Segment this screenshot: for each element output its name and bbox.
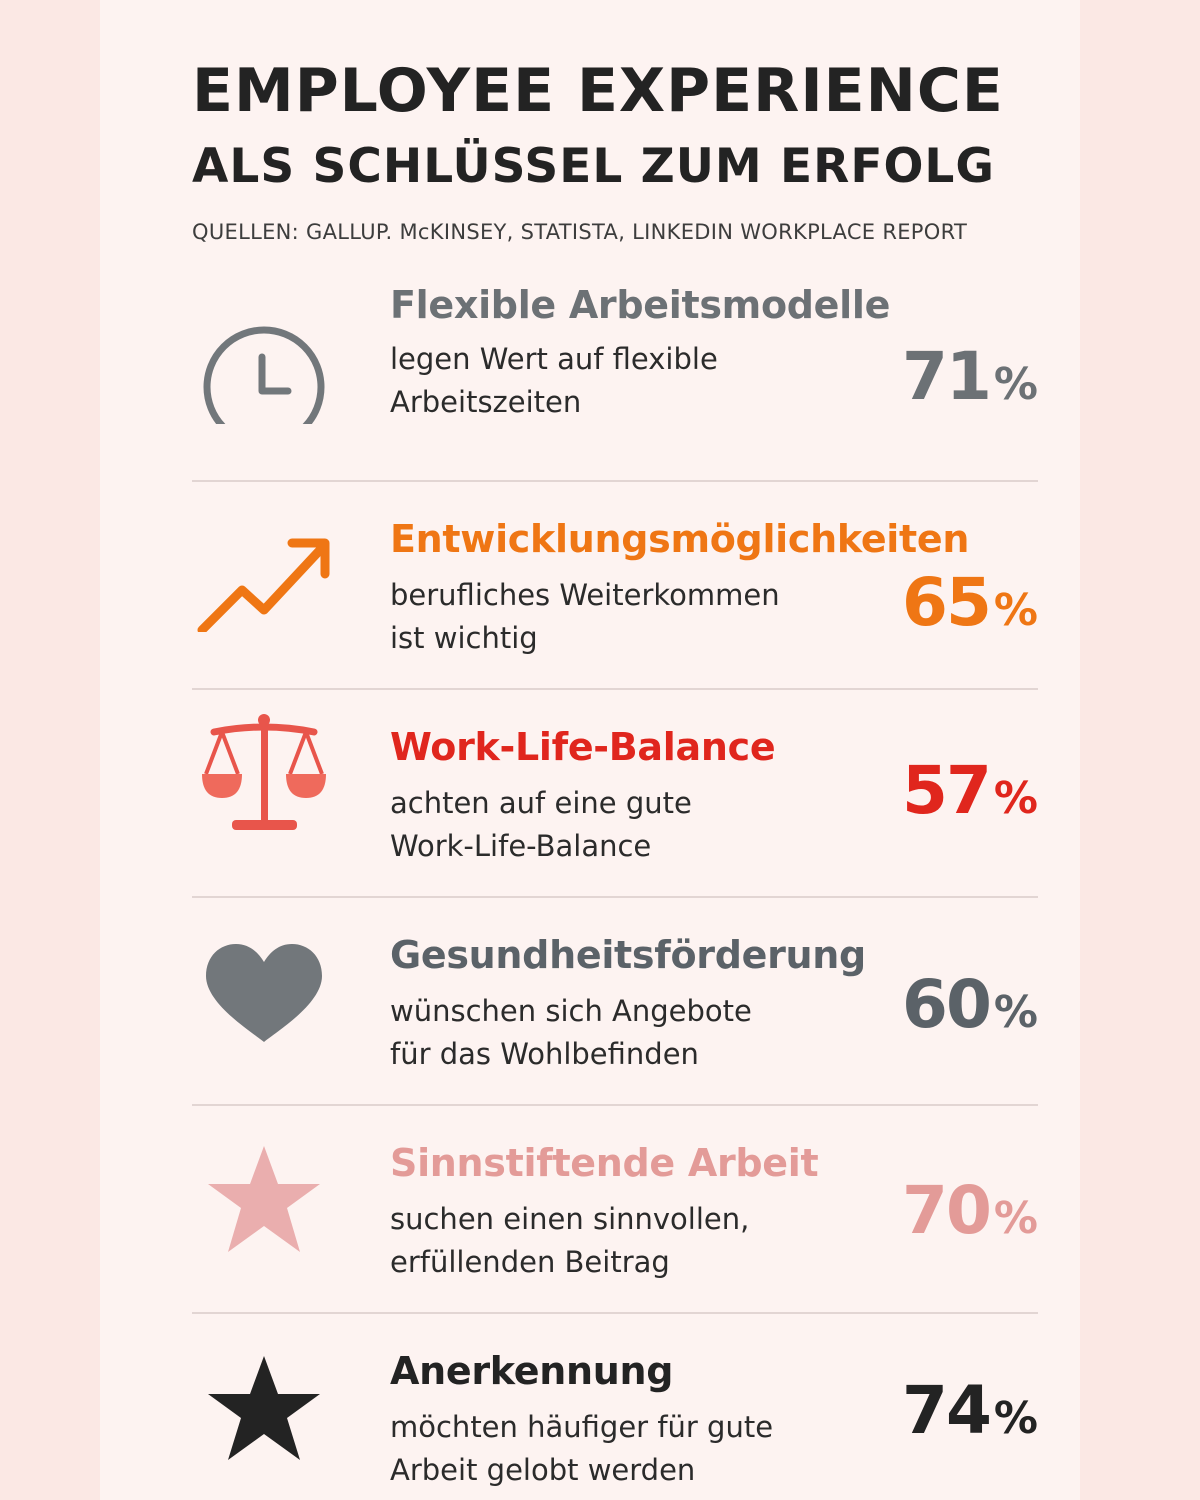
stat-description: achten auf eine gute Work-Life-Balance — [390, 782, 850, 868]
stat-description-line: ist wichtig — [390, 621, 538, 655]
page-subtitle: ALS SCHLÜSSEL ZUM ERFOLG — [192, 139, 995, 194]
stat-percentage: 57% — [902, 756, 1038, 843]
stat-heading: Gesundheitsförderung — [390, 933, 866, 977]
stat-value: 60 — [902, 966, 992, 1043]
stat-description-line: Arbeit gelobt werden — [390, 1453, 696, 1487]
stat-heading: Flexible Arbeitsmodelle — [390, 283, 891, 327]
stat-unit: % — [993, 1393, 1038, 1444]
heart-icon — [206, 944, 322, 1042]
stat-heading: Anerkennung — [390, 1349, 674, 1393]
stat-description: möchten häufiger für gute Arbeit gelobt … — [390, 1406, 850, 1492]
stat-percentage: 74% — [902, 1376, 1038, 1463]
stat-description-line: Arbeitszeiten — [390, 385, 582, 419]
stat-row-meaningful-work: Sinnstiftende Arbeit suchen einen sinnvo… — [192, 1106, 1038, 1314]
stat-row-recognition: Anerkennung möchten häufiger für gute Ar… — [192, 1314, 1038, 1500]
stat-percentage: 65% — [902, 568, 1038, 655]
stat-heading: Sinnstiftende Arbeit — [390, 1141, 819, 1185]
stat-description: wünschen sich Angebote für das Wohlbefin… — [390, 990, 850, 1076]
stat-unit: % — [993, 773, 1038, 824]
stat-heading: Work-Life-Balance — [390, 725, 776, 769]
row-divider — [192, 480, 1038, 482]
stat-description-line: berufliches Weiterkommen — [390, 578, 780, 612]
stat-description-line: erfüllenden Beitrag — [390, 1245, 670, 1279]
stat-row-development: Entwicklungsmöglichkeiten berufliches We… — [192, 482, 1038, 690]
sources-line: QUELLEN: GALLUP. McKINSEY, STATISTA, LIN… — [192, 220, 968, 244]
stat-row-health: Gesundheitsförderung wünschen sich Angeb… — [192, 898, 1038, 1106]
stat-description-line: für das Wohlbefinden — [390, 1037, 699, 1071]
stat-description-line: wünschen sich Angebote — [390, 994, 752, 1028]
stat-description-line: möchten häufiger für gute — [390, 1410, 774, 1444]
star-icon — [208, 1356, 320, 1460]
stat-description: berufliches Weiterkommen ist wichtig — [390, 574, 850, 660]
stat-row-work-life-balance: Work-Life-Balance achten auf eine gute W… — [192, 690, 1038, 898]
stat-value: 57 — [902, 752, 992, 829]
stat-value: 65 — [902, 564, 992, 641]
stat-value: 74 — [902, 1372, 992, 1449]
row-divider — [192, 688, 1038, 690]
stat-value: 71 — [902, 338, 992, 415]
stat-percentage: 60% — [902, 970, 1038, 1057]
row-divider — [192, 1312, 1038, 1314]
row-divider — [192, 896, 1038, 898]
stat-row-flexible-work: Flexible Arbeitsmodelle legen Wert auf f… — [192, 274, 1038, 482]
stat-description-line: achten auf eine gute — [390, 786, 692, 820]
row-divider — [192, 1104, 1038, 1106]
stat-percentage: 71% — [902, 342, 1038, 429]
star-outline-pink-icon — [208, 1146, 320, 1252]
stat-unit: % — [993, 359, 1038, 410]
stat-percentage: 70% — [902, 1176, 1038, 1263]
page-title: EMPLOYEE EXPERIENCE — [192, 56, 1004, 126]
stat-description: suchen einen sinnvollen, erfüllenden Bei… — [390, 1198, 850, 1284]
stat-heading: Entwicklungsmöglichkeiten — [390, 517, 970, 561]
stat-description-line: Work-Life-Balance — [390, 829, 652, 863]
stat-unit: % — [993, 585, 1038, 636]
balance-scale-icon — [202, 714, 326, 830]
stat-unit: % — [993, 987, 1038, 1038]
stat-description: legen Wert auf flexible Arbeitszeiten — [390, 338, 850, 424]
stat-description-line: suchen einen sinnvollen, — [390, 1202, 750, 1236]
stat-unit: % — [993, 1193, 1038, 1244]
clock-icon — [203, 326, 325, 424]
stat-value: 70 — [902, 1172, 992, 1249]
trending-up-arrow-icon — [197, 538, 330, 632]
stat-description-line: legen Wert auf flexible — [390, 342, 718, 376]
